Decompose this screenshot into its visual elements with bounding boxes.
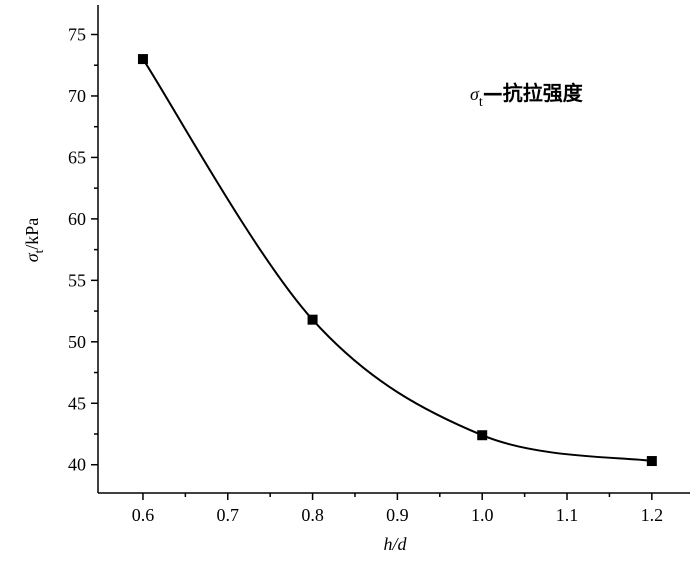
y-tick-label: 55 bbox=[68, 270, 86, 290]
y-tick-label: 50 bbox=[68, 332, 86, 352]
y-tick-label: 70 bbox=[68, 86, 86, 106]
x-tick-label: 0.8 bbox=[301, 505, 324, 525]
annotation-symbol: σ bbox=[470, 84, 480, 104]
x-tick-label: 1.2 bbox=[641, 505, 664, 525]
y-tick-label: 65 bbox=[68, 147, 86, 167]
marker bbox=[477, 430, 488, 441]
x-tick-label: 0.6 bbox=[132, 505, 155, 525]
annotation-subscript: t bbox=[479, 95, 483, 110]
x-axis-label: h/d bbox=[383, 534, 407, 554]
y-tick-label: 60 bbox=[68, 209, 86, 229]
y-tick-label: 45 bbox=[68, 393, 86, 413]
annotation: σt—抗拉强度 bbox=[470, 81, 584, 110]
y-tick-label: 40 bbox=[68, 455, 86, 475]
y-label-subscript: t bbox=[31, 249, 46, 253]
annotation-text: —抗拉强度 bbox=[483, 81, 584, 105]
marker bbox=[646, 456, 657, 467]
x-tick-label: 1.0 bbox=[471, 505, 494, 525]
x-tick-label: 1.1 bbox=[556, 505, 579, 525]
y-tick-label: 75 bbox=[68, 25, 86, 45]
y-label-unit: /kPa bbox=[22, 218, 42, 250]
x-tick-label: 0.9 bbox=[386, 505, 409, 525]
y-axis-label: σt/kPa bbox=[22, 218, 46, 263]
y-label-symbol: σ bbox=[22, 252, 42, 262]
marker bbox=[307, 314, 318, 325]
curve bbox=[142, 58, 652, 463]
marker bbox=[137, 54, 148, 65]
x-tick-label: 0.7 bbox=[217, 505, 240, 525]
